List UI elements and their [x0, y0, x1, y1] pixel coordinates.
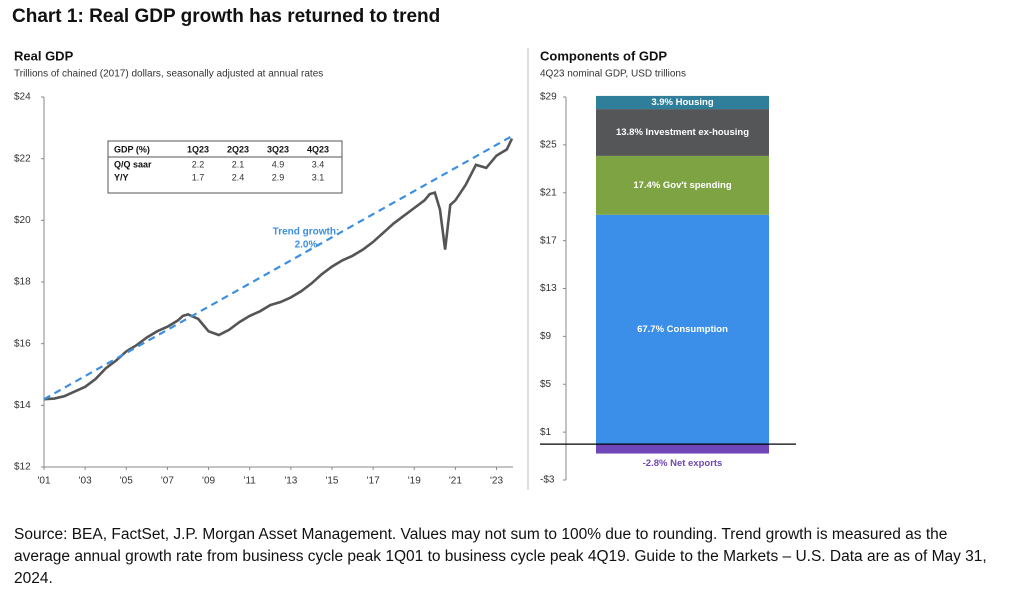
x-tick-label: '11: [244, 476, 257, 487]
y-tick-label: $13: [540, 283, 557, 294]
table-header: 3Q23: [267, 144, 289, 154]
annotation: 2.0%: [295, 240, 318, 251]
data-line: [43, 138, 514, 401]
table-cell: 2.2: [192, 159, 205, 169]
table-header: 1Q23: [187, 144, 209, 154]
x-tick-label: '09: [202, 476, 215, 487]
table-box: [107, 140, 343, 194]
table-header: 4Q23: [307, 144, 329, 154]
footnote: Source: BEA, FactSet, J.P. Morgan Asset …: [14, 526, 987, 587]
x-tick-label: '13: [284, 476, 297, 487]
table-header: GDP (%): [114, 144, 150, 154]
segment-label: 13.8% Investment ex-housing: [616, 127, 749, 138]
annotation: Trend growth:: [273, 227, 340, 238]
segment-label: 17.4% Gov't spending: [633, 180, 732, 191]
table-cell: Q/Q saar: [114, 159, 152, 169]
table-cell: 2.1: [232, 159, 245, 169]
chart-subtitle: 4Q23 nominal GDP, USD trillions: [540, 69, 686, 80]
y-tick-label: $1: [540, 427, 552, 438]
bar-segment: [596, 155, 769, 215]
x-tick-label: '07: [161, 476, 174, 487]
y-tick-label: $24: [14, 92, 31, 103]
chart-subtitle: Trillions of chained (2017) dollars, sea…: [14, 69, 323, 80]
y-tick-label: $18: [14, 277, 31, 288]
chart-title: Components of GDP: [540, 48, 667, 63]
x-tick-label: '17: [367, 476, 380, 487]
y-tick-label: $22: [14, 153, 31, 164]
y-tick-label: $5: [540, 379, 552, 390]
x-tick-label: '21: [449, 476, 462, 487]
y-tick-label: $25: [540, 140, 557, 151]
table-cell: Y/Y: [114, 172, 129, 182]
segment-label: -2.8% Net exports: [643, 458, 723, 469]
y-tick-label: $14: [14, 400, 31, 411]
bar-segment: [596, 109, 769, 156]
x-tick-label: '03: [79, 476, 92, 487]
trend-line: [43, 134, 514, 401]
x-tick-label: '05: [120, 476, 133, 487]
table-cell: 2.4: [232, 172, 245, 182]
y-tick-label: $12: [14, 462, 31, 473]
table-cell: 3.4: [312, 159, 325, 169]
y-tick-label: $9: [540, 331, 552, 342]
y-tick-label: -$3: [540, 475, 555, 486]
chart-title: Real GDP: [14, 48, 74, 63]
segment-label: 3.9% Housing: [651, 97, 713, 108]
y-tick-label: $29: [540, 92, 557, 103]
table-header: 2Q23: [227, 144, 249, 154]
x-tick-label: '15: [325, 476, 338, 487]
y-tick-label: $16: [14, 338, 31, 349]
segment-label: 67.7% Consumption: [637, 324, 728, 335]
y-tick-label: $20: [14, 215, 31, 226]
table-cell: 3.1: [312, 172, 325, 182]
y-tick-label: $17: [540, 235, 557, 246]
x-tick-label: '23: [490, 476, 503, 487]
bar-segment: [596, 444, 769, 454]
bar-segment: [596, 214, 769, 445]
table-cell: 4.9: [272, 159, 285, 169]
y-tick-label: $21: [540, 187, 557, 198]
bar-segment: [596, 95, 769, 110]
table-cell: 1.7: [192, 172, 205, 182]
chart: Chart 1: Real GDP growth has returned to…: [12, 6, 796, 490]
x-tick-label: '19: [408, 476, 421, 487]
x-tick-label: '01: [37, 476, 50, 487]
page-title: Chart 1: Real GDP growth has returned to…: [12, 6, 440, 27]
table-cell: 2.9: [272, 172, 285, 182]
